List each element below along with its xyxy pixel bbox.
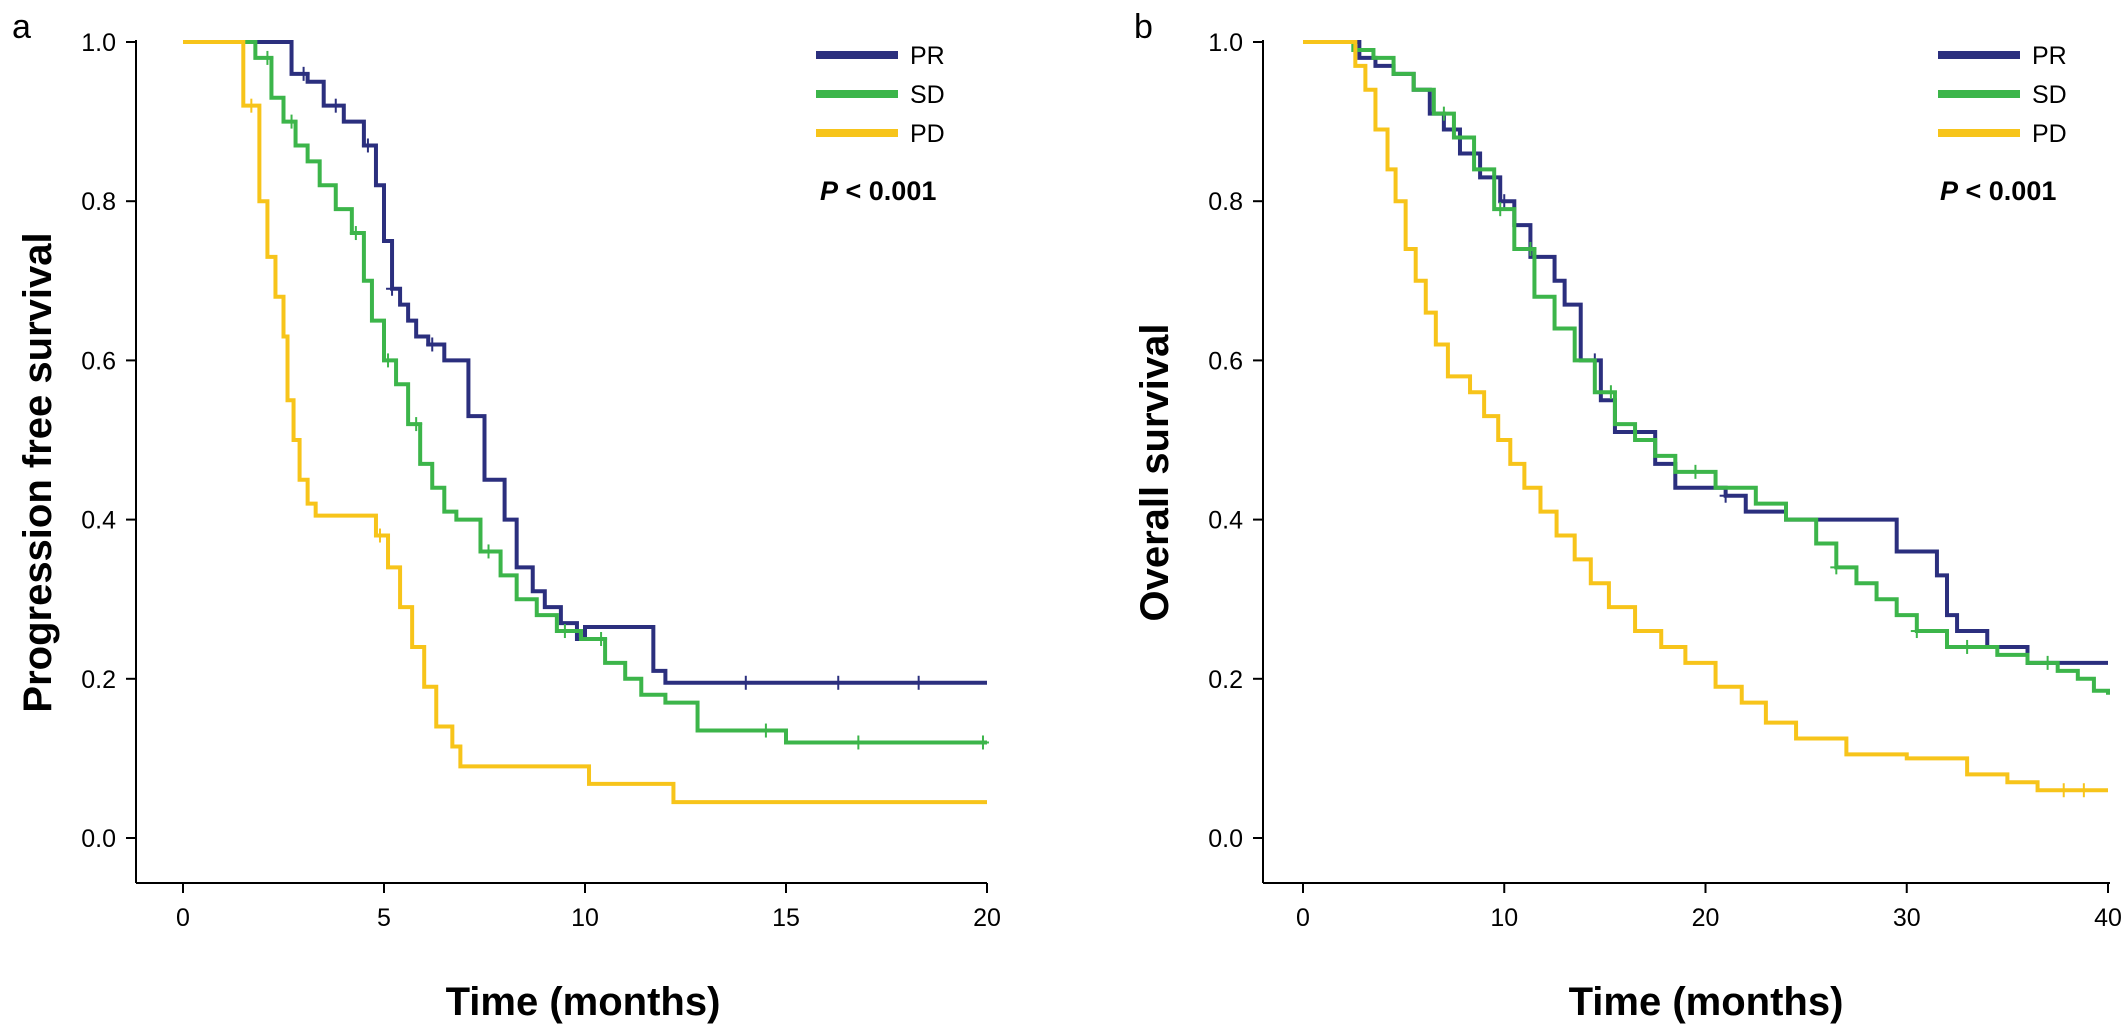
x-tick-label: 15 (772, 904, 800, 932)
y-tick-label: 0.8 (1208, 188, 1243, 216)
series-SD (183, 40, 989, 750)
legend-label: PD (910, 120, 945, 148)
x-tick-label: 10 (1490, 904, 1518, 932)
legend-label: SD (910, 81, 945, 109)
series-PD (183, 40, 987, 805)
y-axis-title: Overall survival (1133, 324, 1177, 622)
y-axis-title: Progression free survival (16, 232, 60, 712)
panel-letter: b (1134, 8, 1153, 46)
x-tick-label: 5 (377, 904, 391, 932)
y-tick-label: 0.4 (81, 507, 116, 535)
p-value-text: < 0.001 (838, 176, 936, 206)
series-SD (1303, 40, 2110, 695)
chart-panel-a: a 0.0 0.2 0.4 0.6 0.8 1.0 0 5 10 15 20 Time (months)… (12, 8, 1001, 1024)
x-tick-label: 20 (973, 904, 1001, 932)
x-tick-label: 20 (1692, 904, 1720, 932)
y-tick-label: 0.6 (81, 347, 116, 375)
x-tick-label: 0 (176, 904, 190, 932)
survival-curve-PD (183, 40, 987, 805)
survival-curve-PR (183, 40, 987, 685)
p-value-annotation: P < 0.001 (1940, 176, 2056, 206)
y-tick-label: 0.8 (81, 188, 116, 216)
legend-label: PD (2032, 120, 2067, 148)
survival-curve-SD (183, 40, 987, 745)
y-tick-label: 0.6 (1208, 347, 1243, 375)
y-tick-label: 0.2 (1208, 666, 1243, 694)
x-tick-label: 40 (2094, 904, 2122, 932)
series-PR (183, 40, 987, 690)
chart-panel-b: b 0.0 0.2 0.4 0.6 0.8 1.0 0 10 20 30 40 Time (months… (1133, 8, 2122, 1024)
legend-label: PR (910, 42, 945, 70)
p-value-text: < 0.001 (1958, 176, 2056, 206)
x-axis-title: Time (months) (446, 980, 721, 1024)
y-tick-label: 0.2 (81, 666, 116, 694)
p-value-letter: P (820, 176, 839, 206)
x-tick-label: 10 (571, 904, 599, 932)
p-value-annotation: P < 0.001 (820, 176, 936, 206)
y-tick-label: 1.0 (81, 29, 116, 57)
x-tick-label: 30 (1893, 904, 1921, 932)
series-PD (1303, 40, 2108, 798)
legend: PR SD PD (816, 42, 945, 148)
x-tick-label: 0 (1296, 904, 1310, 932)
legend: PR SD PD (1938, 42, 2067, 148)
p-value-letter: P (1940, 176, 1959, 206)
y-tick-label: 0.4 (1208, 507, 1243, 535)
y-tick-label: 0.0 (81, 825, 116, 853)
survival-curve-PD (1303, 40, 2108, 793)
legend-label: PR (2032, 42, 2067, 70)
legend-label: SD (2032, 81, 2067, 109)
survival-curve-SD (1303, 40, 2110, 695)
x-axis-title: Time (months) (1569, 980, 1844, 1024)
panel-letter: a (12, 8, 31, 46)
y-tick-label: 1.0 (1208, 29, 1243, 57)
y-tick-label: 0.0 (1208, 825, 1243, 853)
